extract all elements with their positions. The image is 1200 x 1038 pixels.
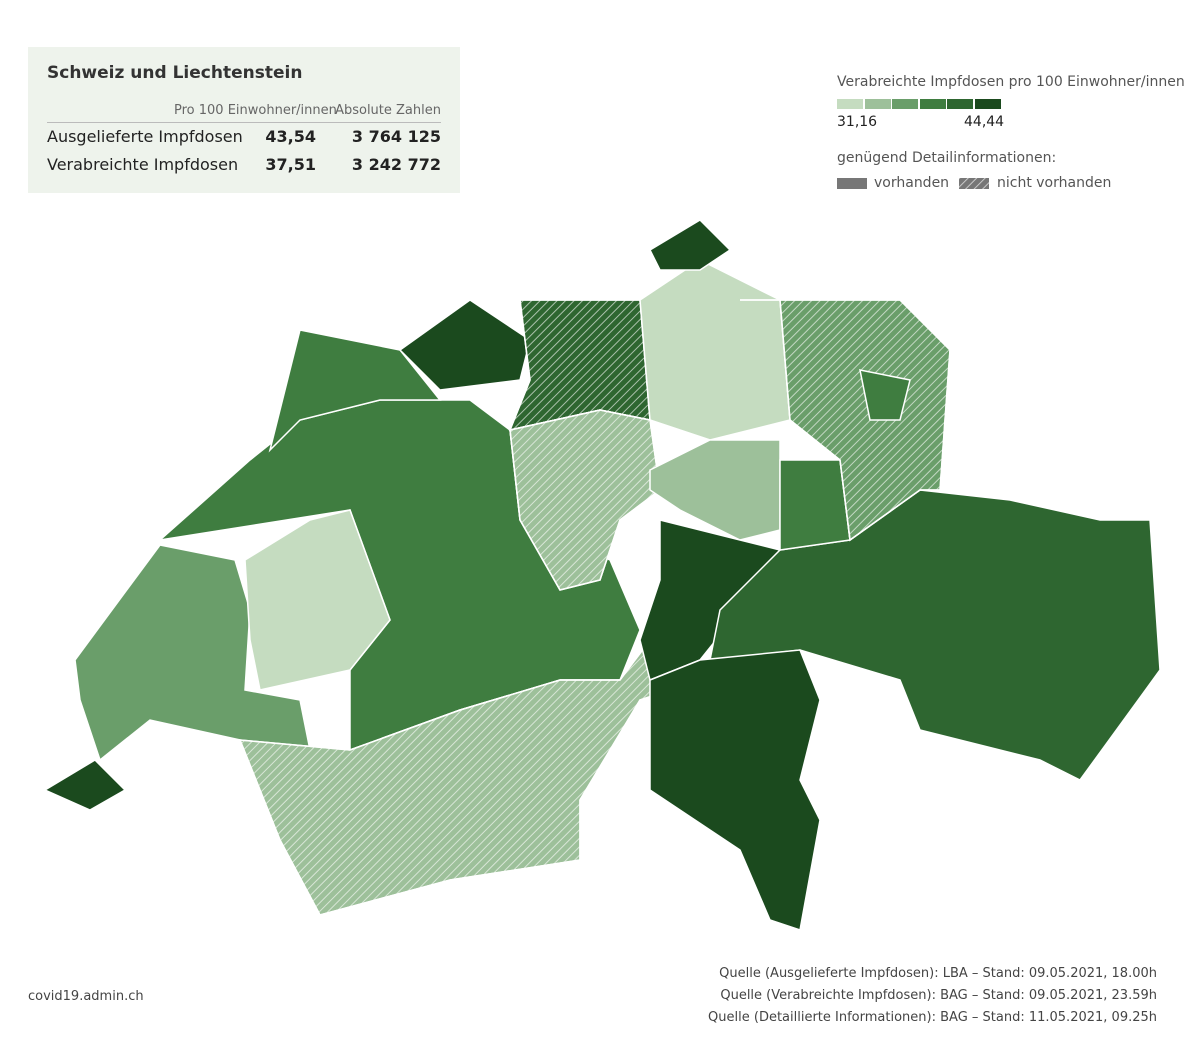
rate-value: 37,51 xyxy=(265,155,316,174)
key-available: vorhanden xyxy=(874,175,950,191)
canton-ti[interactable] xyxy=(649,649,821,931)
key-hatched xyxy=(959,178,989,189)
legend-swatch xyxy=(974,99,1001,109)
legend-swatch xyxy=(837,99,863,109)
legend-swatch xyxy=(947,99,973,109)
detail-title: genügend Detailinformationen: xyxy=(837,150,1057,166)
key-not-available: nicht vorhanden xyxy=(997,175,1112,191)
rate-value: 43,54 xyxy=(265,127,316,146)
column-header: Absolute Zahlen xyxy=(335,103,441,118)
summary-panel: Schweiz und Liechtenstein Pro 100 Einwoh… xyxy=(28,47,460,193)
absolute-value: 3 242 772 xyxy=(351,155,441,174)
legend-swatch xyxy=(892,99,918,109)
column-header: Pro 100 Einwohner/innen xyxy=(174,103,337,118)
source: Quelle (Ausgelieferte Impfdosen): LBA – … xyxy=(719,966,1157,981)
canton-ge[interactable] xyxy=(43,759,127,811)
legend-min: 31,16 xyxy=(837,114,878,130)
canton-ai[interactable] xyxy=(859,369,911,421)
canton-sh[interactable] xyxy=(649,219,732,271)
legend-title: Verabreichte Impfdosen pro 100 Einwohner… xyxy=(837,74,1185,90)
canton-gl[interactable] xyxy=(779,459,851,551)
legend-max: 44,44 xyxy=(964,114,1005,130)
key-solid xyxy=(837,178,867,189)
source: Quelle (Detaillierte Informationen): BAG… xyxy=(708,1010,1157,1025)
legend-swatch xyxy=(864,99,891,109)
canton-ju[interactable] xyxy=(268,329,442,453)
panel-title: Schweiz und Liechtenstein xyxy=(47,63,303,83)
canton-zh[interactable] xyxy=(639,259,791,441)
canton-ag[interactable] xyxy=(508,299,651,432)
source: Quelle (Verabreichte Impfdosen): BAG – S… xyxy=(720,988,1157,1003)
row-label: Ausgelieferte Impfdosen xyxy=(47,127,243,146)
site: covid19.admin.ch xyxy=(28,989,144,1004)
row-label: Verabreichte Impfdosen xyxy=(47,155,239,174)
legend-swatch xyxy=(919,99,946,109)
absolute-value: 3 764 125 xyxy=(351,127,441,146)
